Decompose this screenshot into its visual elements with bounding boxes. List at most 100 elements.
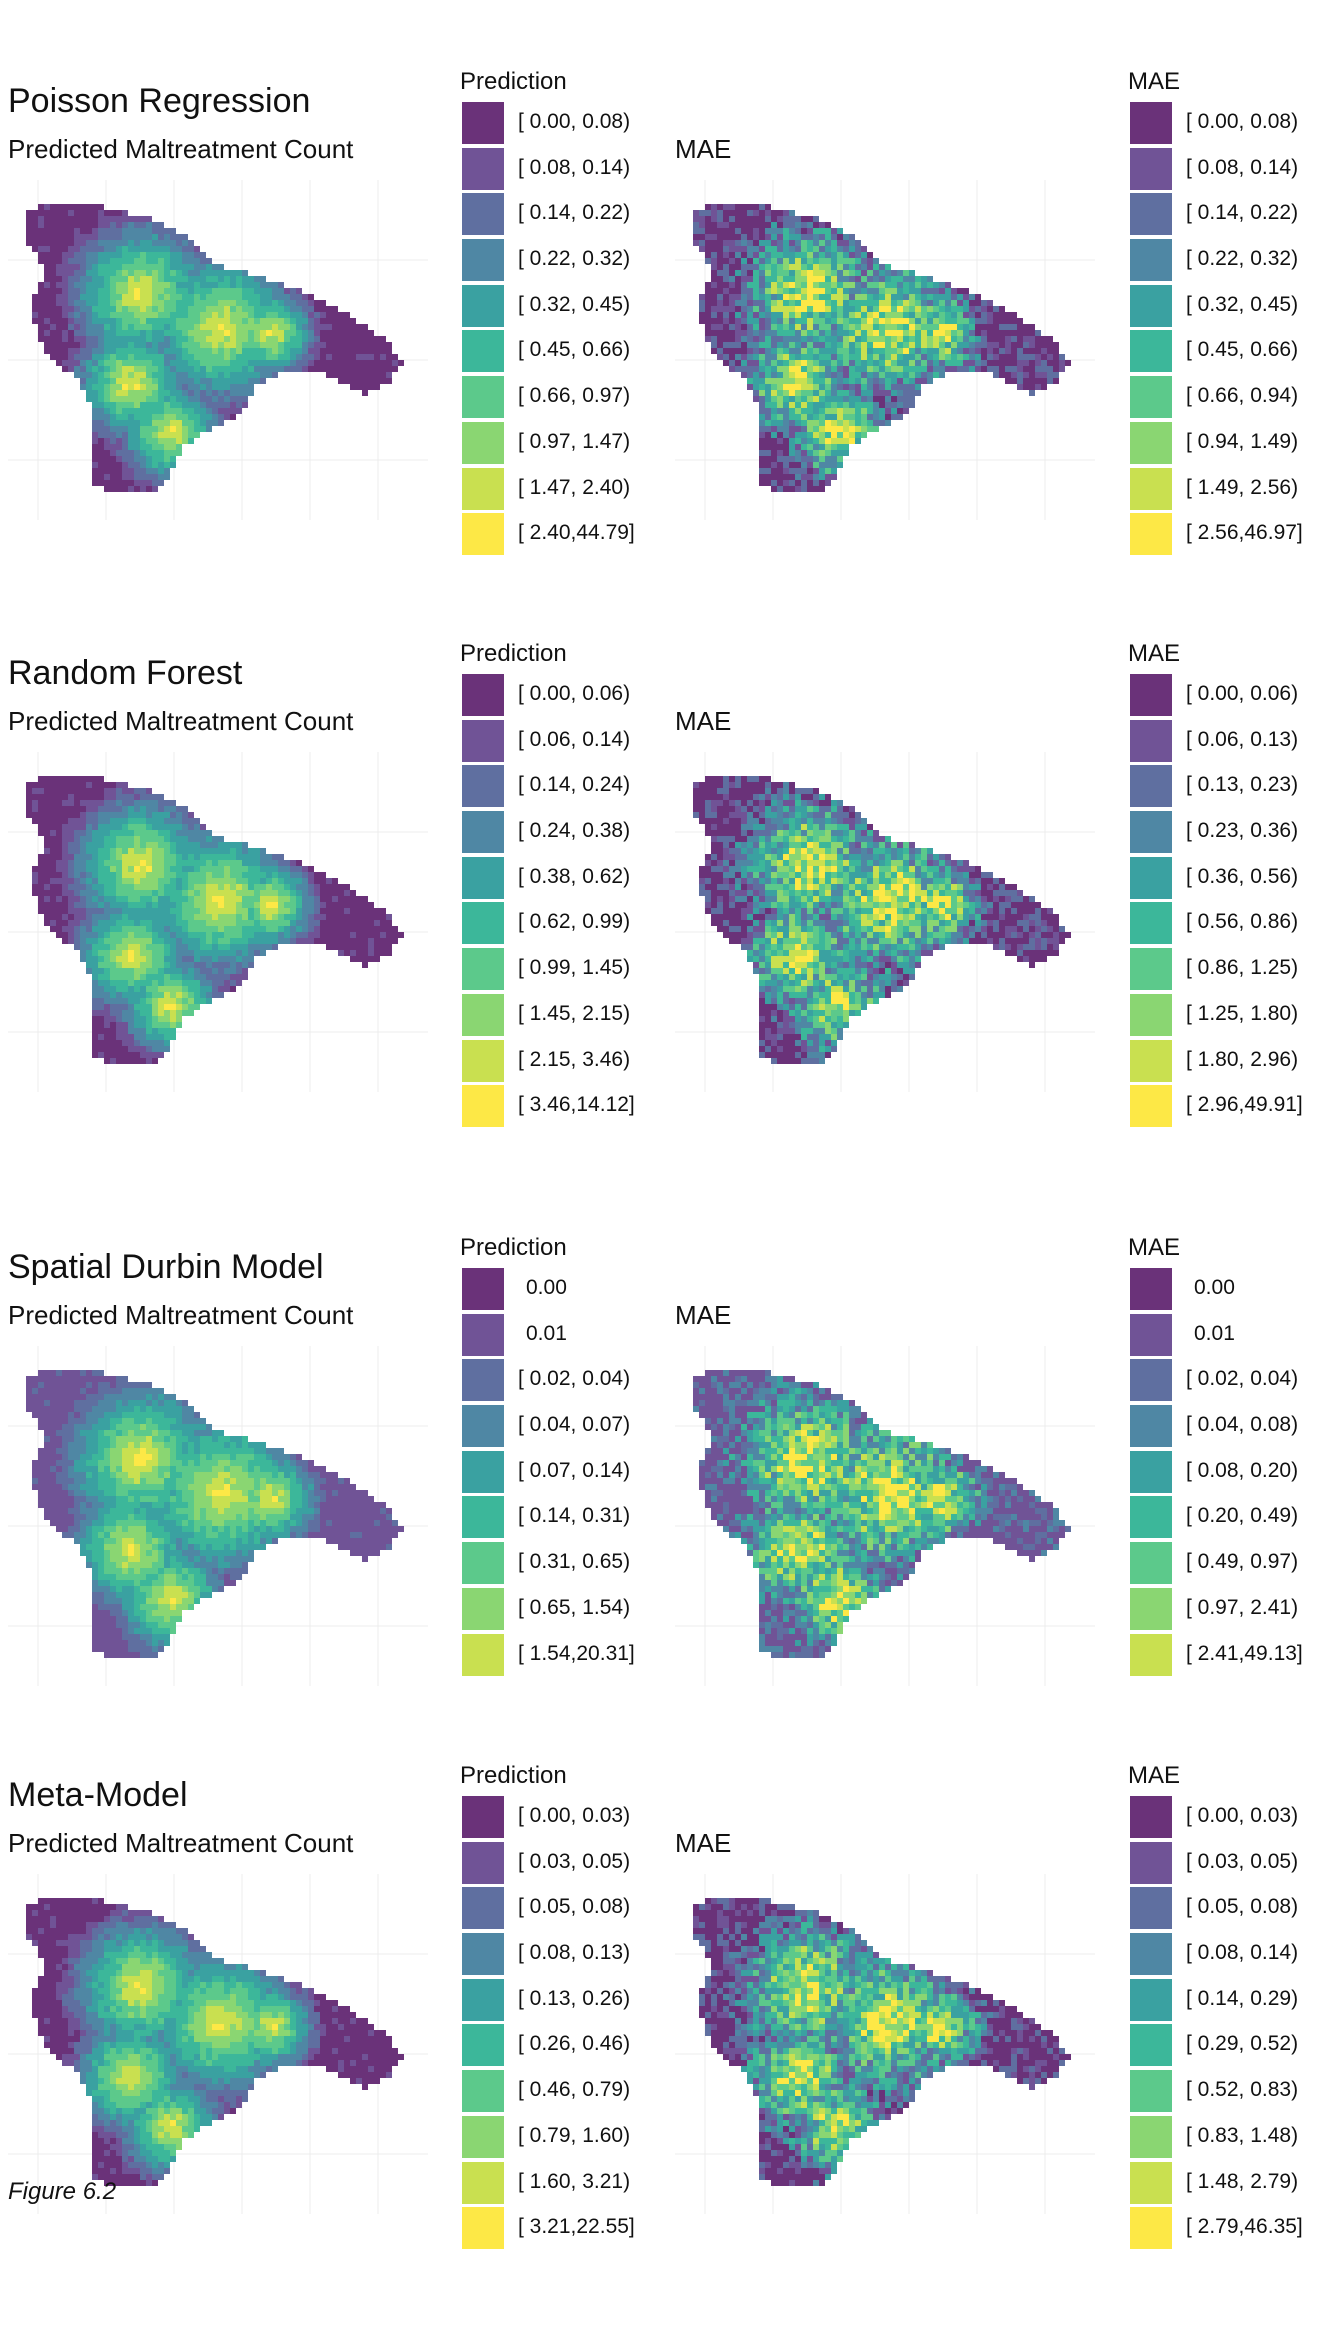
map-cell <box>152 1058 158 1064</box>
map-cell <box>110 980 116 986</box>
map-cell <box>32 884 38 890</box>
map-cell <box>278 354 284 360</box>
legend-swatch <box>1130 330 1172 372</box>
map-cell <box>104 312 110 318</box>
map-cell <box>771 246 777 252</box>
map-cell <box>921 324 927 330</box>
map-cell <box>128 420 134 426</box>
map-cell <box>74 360 80 366</box>
map-cell <box>248 384 254 390</box>
map-cell <box>795 480 801 486</box>
map-cell <box>104 264 110 270</box>
map-cell <box>128 848 134 854</box>
map-cell <box>134 276 140 282</box>
map-cell <box>128 998 134 1004</box>
map-cell <box>849 426 855 432</box>
map-cell <box>795 420 801 426</box>
map-cell <box>146 1016 152 1022</box>
map-cell <box>296 312 302 318</box>
map-cell <box>747 240 753 246</box>
map-cell <box>771 228 777 234</box>
map-cell <box>729 300 735 306</box>
map-cell <box>212 324 218 330</box>
map-cell <box>134 474 140 480</box>
map-cell <box>164 980 170 986</box>
map-cell <box>122 450 128 456</box>
map-cell <box>98 1016 104 1022</box>
map-cell <box>819 288 825 294</box>
map-cell <box>717 336 723 342</box>
map-cell <box>152 336 158 342</box>
map-cell <box>717 276 723 282</box>
map-cell <box>807 480 813 486</box>
map-cell <box>242 974 248 980</box>
map-cell <box>272 902 278 908</box>
map-cell <box>867 276 873 282</box>
map-cell <box>110 1028 116 1034</box>
map-cell <box>957 360 963 366</box>
map-cell <box>38 776 44 782</box>
map-cell <box>807 324 813 330</box>
map-cell <box>813 474 819 480</box>
map-cell <box>80 246 86 252</box>
map-cell <box>152 836 158 842</box>
map-cell <box>843 450 849 456</box>
map-cell <box>320 878 326 884</box>
map-cell <box>831 342 837 348</box>
map-cell <box>170 902 176 908</box>
map-cell <box>260 938 266 944</box>
map-cell <box>26 210 32 216</box>
map-cell <box>140 468 146 474</box>
map-cell <box>356 902 362 908</box>
map-cell <box>56 806 62 812</box>
map-cell <box>146 1052 152 1058</box>
map-cell <box>86 294 92 300</box>
map-cell <box>110 480 116 486</box>
map-cell <box>176 264 182 270</box>
map-cell <box>104 1040 110 1046</box>
map-cell <box>284 884 290 890</box>
map-cell <box>753 228 759 234</box>
map-cell <box>50 782 56 788</box>
map-cell <box>170 270 176 276</box>
mae-legend-item: [ 2.56,46.97] <box>1128 511 1344 557</box>
map-cell <box>759 324 765 330</box>
map-cell <box>747 300 753 306</box>
map-cell <box>254 288 260 294</box>
map-cell <box>933 300 939 306</box>
map-cell <box>164 426 170 432</box>
map-cell <box>795 378 801 384</box>
map-cell <box>218 992 224 998</box>
map-cell <box>795 270 801 276</box>
map-cell <box>62 210 68 216</box>
map-cell <box>783 486 789 492</box>
map-cell <box>206 270 212 276</box>
map-cell <box>260 860 266 866</box>
map-cell <box>314 360 320 366</box>
map-cell <box>242 396 248 402</box>
map-cell <box>891 378 897 384</box>
map-cell <box>98 974 104 980</box>
map-cell <box>104 932 110 938</box>
map-cell <box>158 836 164 842</box>
map-cell <box>777 276 783 282</box>
map-cell <box>320 318 326 324</box>
map-cell <box>753 282 759 288</box>
map-cell <box>146 348 152 354</box>
map-cell <box>765 354 771 360</box>
map-cell <box>735 204 741 210</box>
map-cell <box>152 468 158 474</box>
map-cell <box>206 932 212 938</box>
map-cell <box>236 390 242 396</box>
map-cell <box>158 318 164 324</box>
map-cell <box>843 246 849 252</box>
map-cell <box>74 282 80 288</box>
map-cell <box>92 800 98 806</box>
map-cell <box>116 962 122 968</box>
map-cell <box>825 276 831 282</box>
map-cell <box>92 884 98 890</box>
map-cell <box>140 300 146 306</box>
map-cell <box>362 384 368 390</box>
map-cell <box>44 830 50 836</box>
map-cell <box>68 896 74 902</box>
